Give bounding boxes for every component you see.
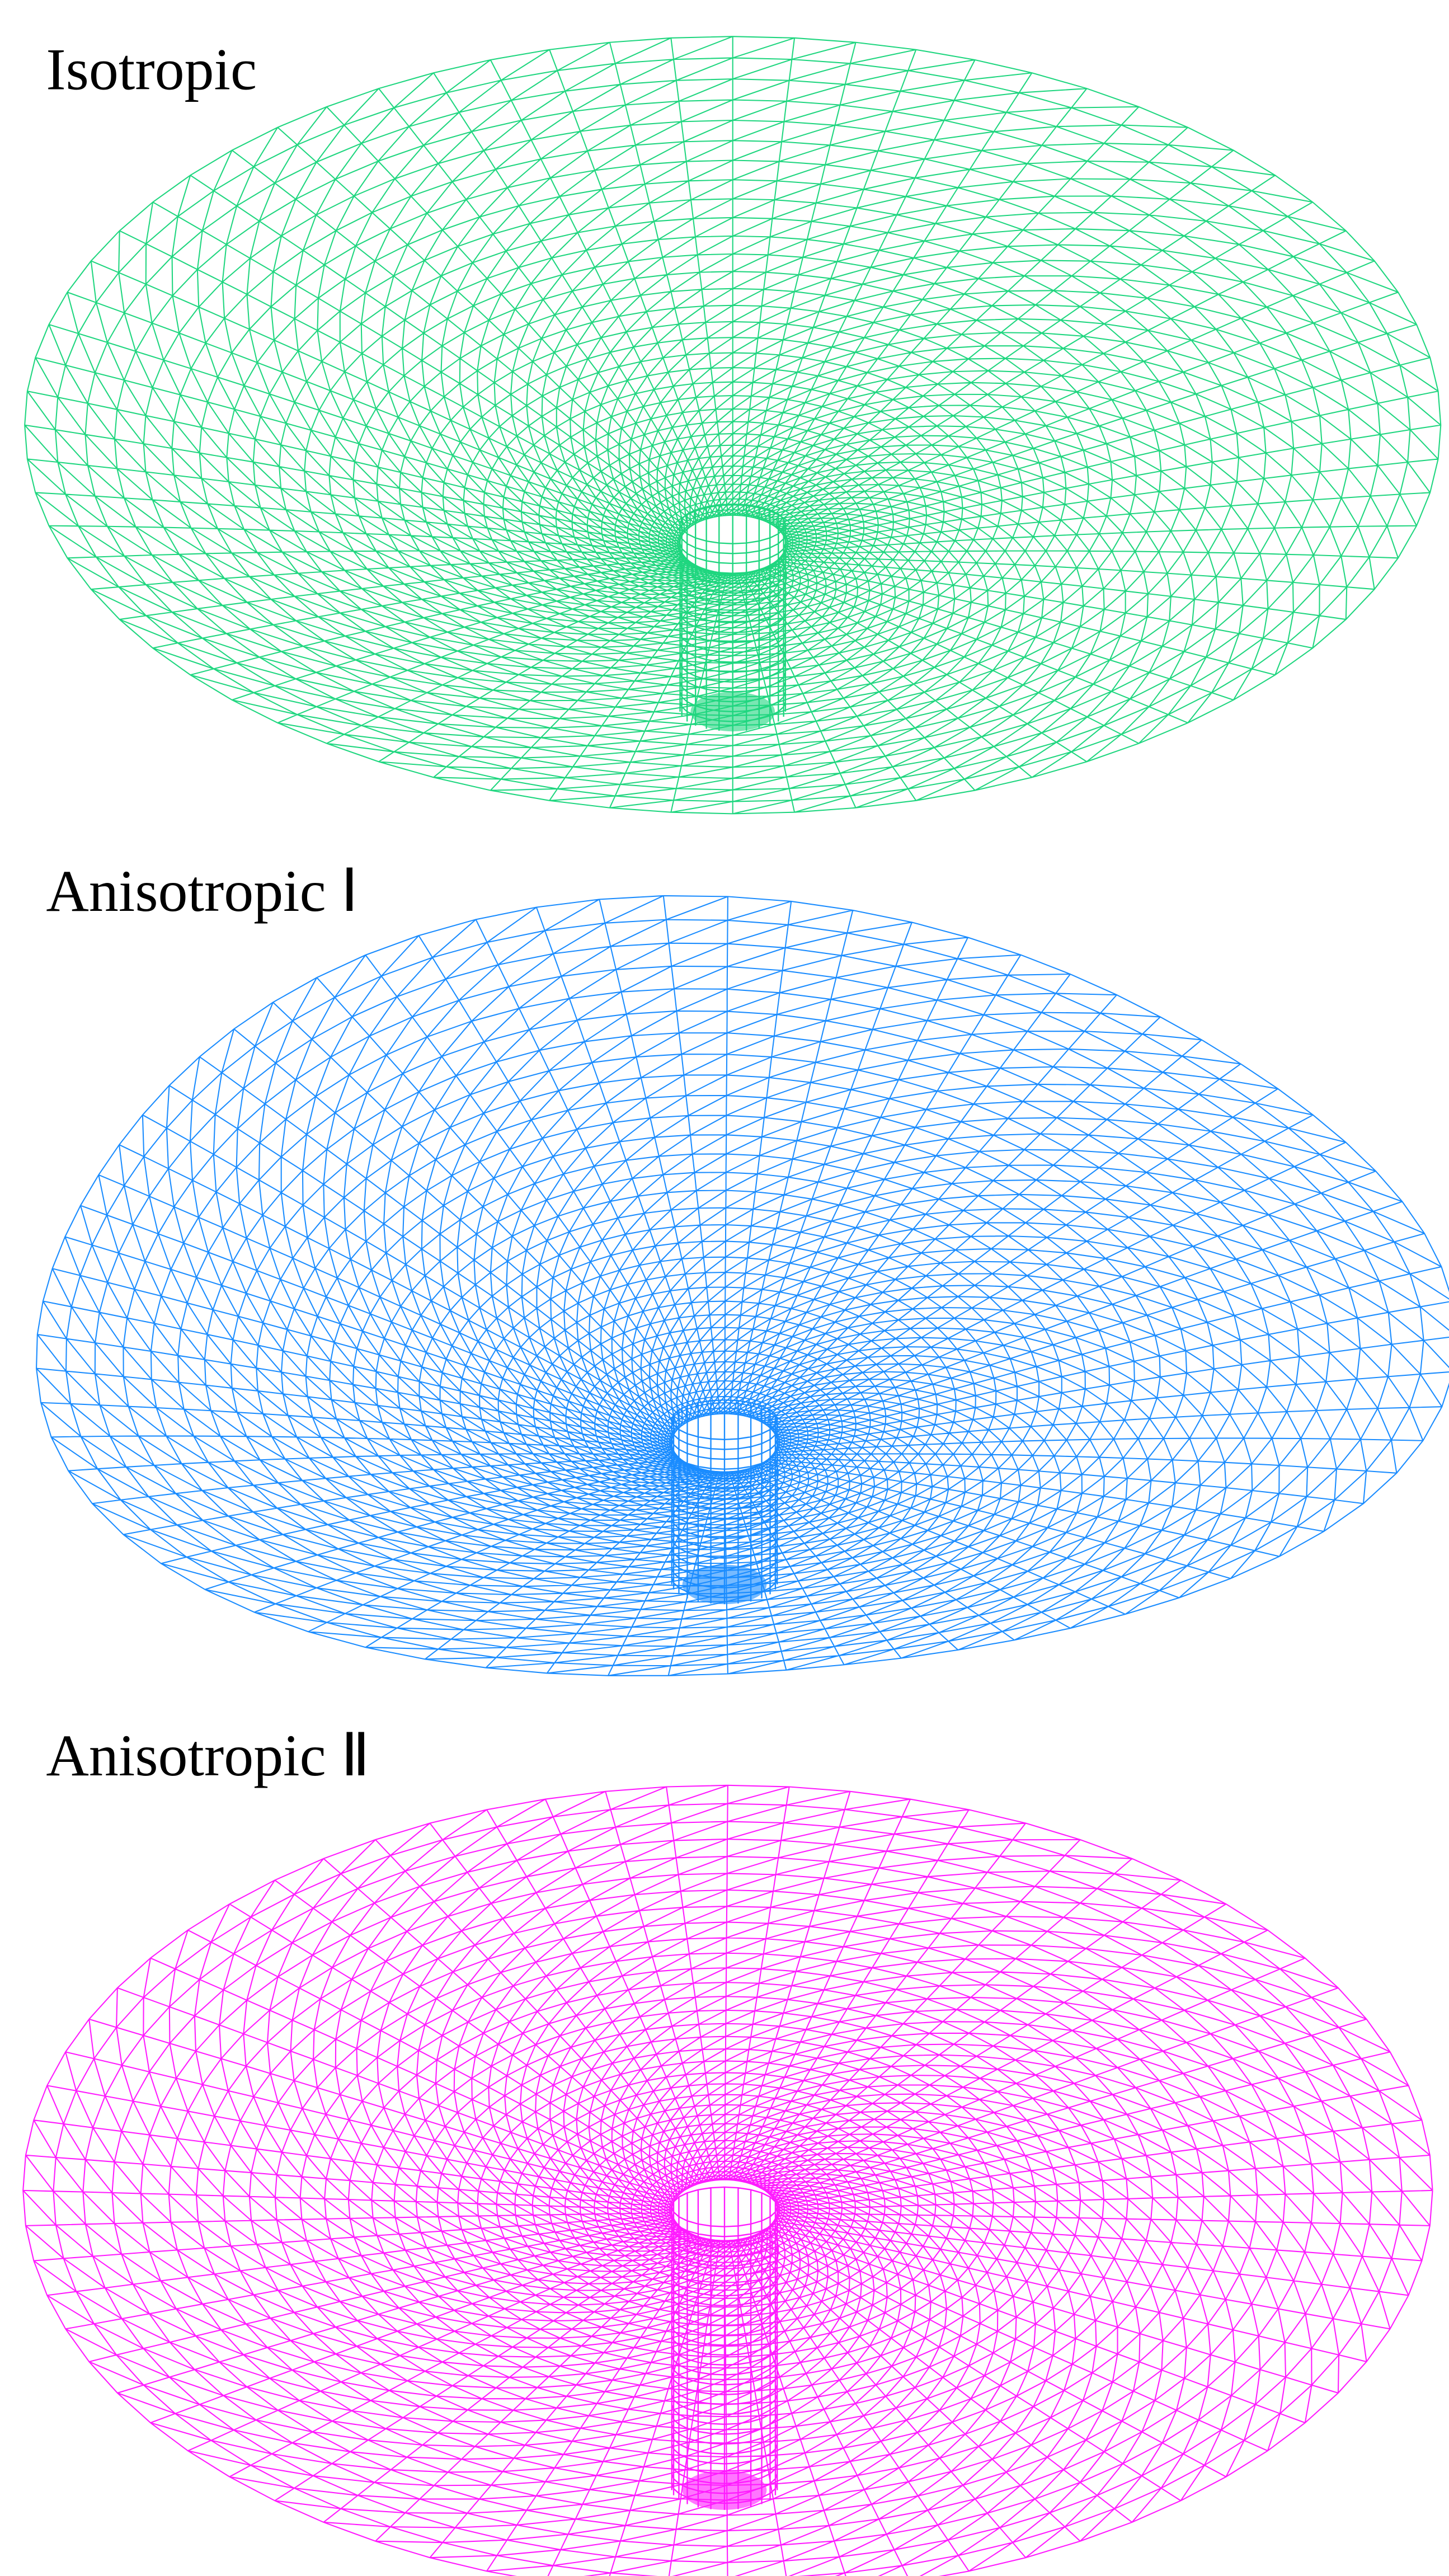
wellbore-bottom — [690, 692, 775, 732]
mesh — [22, 1784, 1433, 2576]
wellbore-bottom — [682, 1564, 767, 1605]
mesh — [36, 895, 1449, 1676]
panel-label: Anisotropic Ⅰ — [46, 858, 358, 924]
panel-label: Anisotropic Ⅱ — [46, 1723, 370, 1788]
panel-label: Isotropic — [46, 36, 257, 102]
wellbore — [671, 2186, 778, 2510]
panel: Anisotropic Ⅰ — [36, 858, 1449, 1676]
wellbore-bottom — [682, 2470, 767, 2510]
wellbore — [671, 1399, 778, 1605]
panel: Isotropic — [24, 36, 1442, 815]
panel: Anisotropic Ⅱ — [22, 1723, 1433, 2576]
wellbore — [679, 503, 787, 732]
